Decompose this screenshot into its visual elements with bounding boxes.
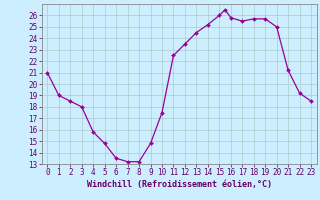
X-axis label: Windchill (Refroidissement éolien,°C): Windchill (Refroidissement éolien,°C) (87, 180, 272, 189)
